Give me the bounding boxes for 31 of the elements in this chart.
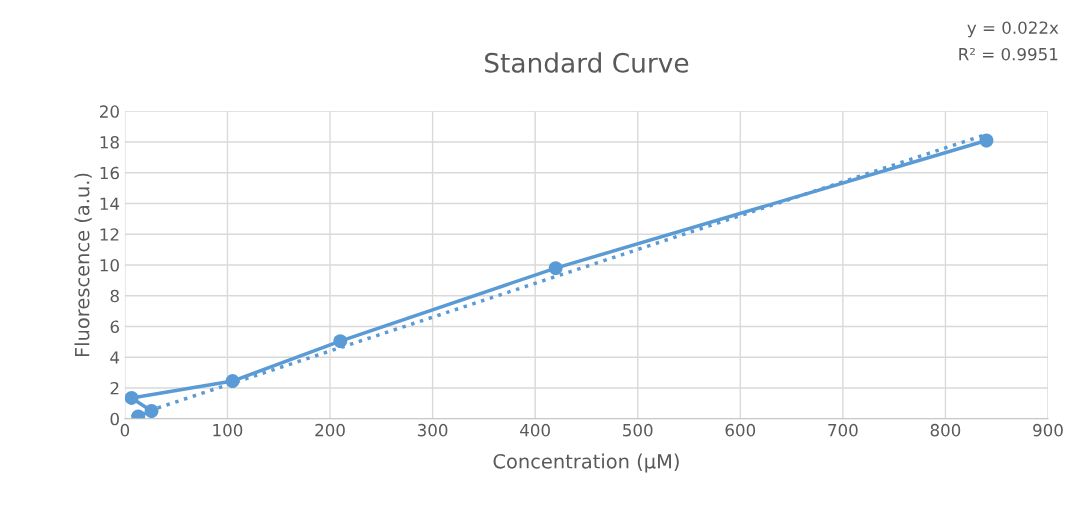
y-tick-label: 6 [110,320,119,334]
text: y = 0.022x [967,21,1059,38]
y-axis-title: Fluorescence (a.u.) [74,173,92,357]
y-tick-label: 4 [110,351,120,364]
chart-title: Standard Curve [485,52,689,73]
y-tick-label: 0 [110,412,119,426]
x-axis-title: Concentration (µM) [493,453,679,473]
x-tick-label: 100 [213,423,243,437]
y-tick-label: 2 [110,381,119,395]
point [548,261,563,276]
x-tick-label: 600 [725,423,756,437]
x-tick-label: 700 [828,423,858,437]
y-tick-label: 8 [110,289,119,303]
y-tick-label: 10 [100,258,119,272]
x-tick-label: 0 [120,423,130,437]
point [979,133,994,148]
y-tick-label: 14 [100,197,120,210]
x-tick-label: 300 [417,423,448,437]
y-tick-label: 16 [100,166,119,180]
y-tick-label: 12 [100,228,119,241]
text: R² = 0.9951 [959,47,1058,61]
point [124,391,139,405]
point [144,404,159,418]
x-tick-label: 400 [520,423,550,437]
point [333,334,348,349]
y-tick-label: 18 [100,136,119,149]
x-tick-label: 500 [623,423,653,437]
x-tick-label: 800 [930,423,961,437]
y-tick-label: 20 [100,105,119,118]
x-tick-label: 900 [1033,423,1063,437]
x-tick-label: 200 [315,423,345,437]
